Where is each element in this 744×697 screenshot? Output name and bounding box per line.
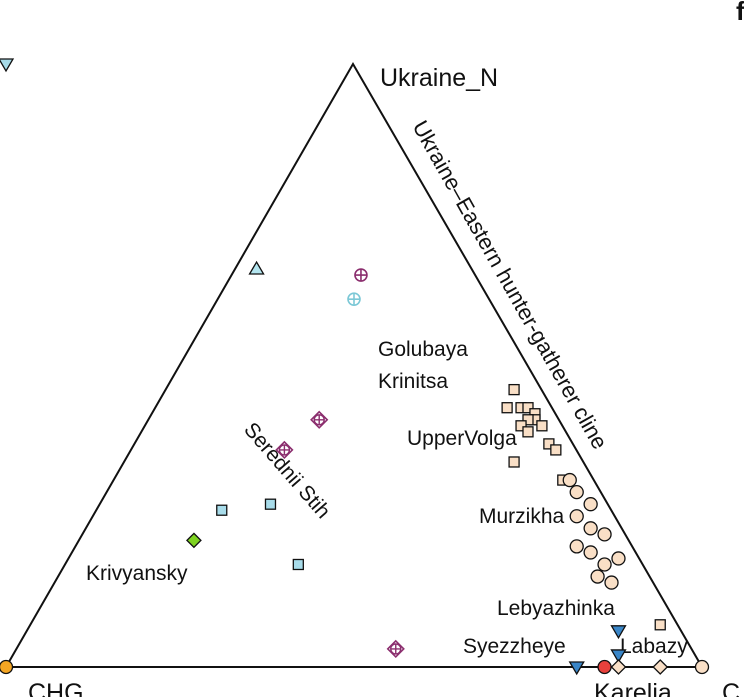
square-point [522,426,534,438]
diamond-plus-point [275,440,294,460]
square-point [543,438,555,450]
triangle-down-point [568,661,585,676]
circle-point [569,484,584,500]
square-point [515,420,527,432]
panel-letter: f [736,0,744,26]
label-serednii-stih: Serednii Stih [239,418,334,523]
vertex-label-bottom-left: CHG [28,679,84,697]
circle-point [611,551,626,566]
diamond-point [652,659,669,675]
circle-point [583,545,598,560]
triangle-down-point [610,625,627,640]
square-point [550,444,562,456]
label-golubaya: Golubaya [378,338,468,361]
square-point [508,456,520,468]
circle-point [604,575,619,590]
circle-point [694,659,710,675]
label-lebyazhinka: Lebyazhinka [497,597,615,620]
circle-point [597,527,612,542]
square-point [216,504,228,516]
vertex-label-bottom-right-cut: C [722,679,740,697]
square-point [654,619,666,631]
circle-point [569,509,584,524]
diamond-point [186,532,202,549]
circle-point [583,497,598,512]
vertex-label-bottom-right: Karelia [594,679,672,697]
triangle-up-point [248,260,265,275]
label-syezzheye: Syezzheye [463,635,566,658]
circle-point [597,659,612,675]
square-point [501,402,513,414]
circle-point [597,557,612,572]
triangle-down-point [610,649,627,664]
diamond-point [610,659,627,675]
circle-point [562,472,577,488]
circle-point [590,569,605,584]
vertex-label-top: Ukraine_N [380,64,498,92]
circle-point [0,659,14,675]
label-labazy: Labazy [620,635,688,658]
square-point [292,558,304,571]
diamond-plus-point [386,639,405,659]
circle-plus-point [347,292,361,306]
circle-plus-point [354,268,368,282]
square-point [508,383,520,396]
circle-point [569,539,584,554]
square-point [522,402,534,414]
label-krivyansky: Krivyansky [86,562,188,585]
label-murzikha: Murzikha [479,505,565,528]
triangle-down-point [0,58,15,73]
square-point [536,420,548,432]
label-uppervolga: UpperVolga [407,427,517,450]
square-point [522,414,534,426]
square-point [264,498,277,510]
ternary-frame [4,61,704,668]
data-points [0,58,710,676]
diamond-plus-point [310,410,329,429]
circle-point [583,521,598,536]
label-krinitsa: Krinitsa [378,370,448,393]
